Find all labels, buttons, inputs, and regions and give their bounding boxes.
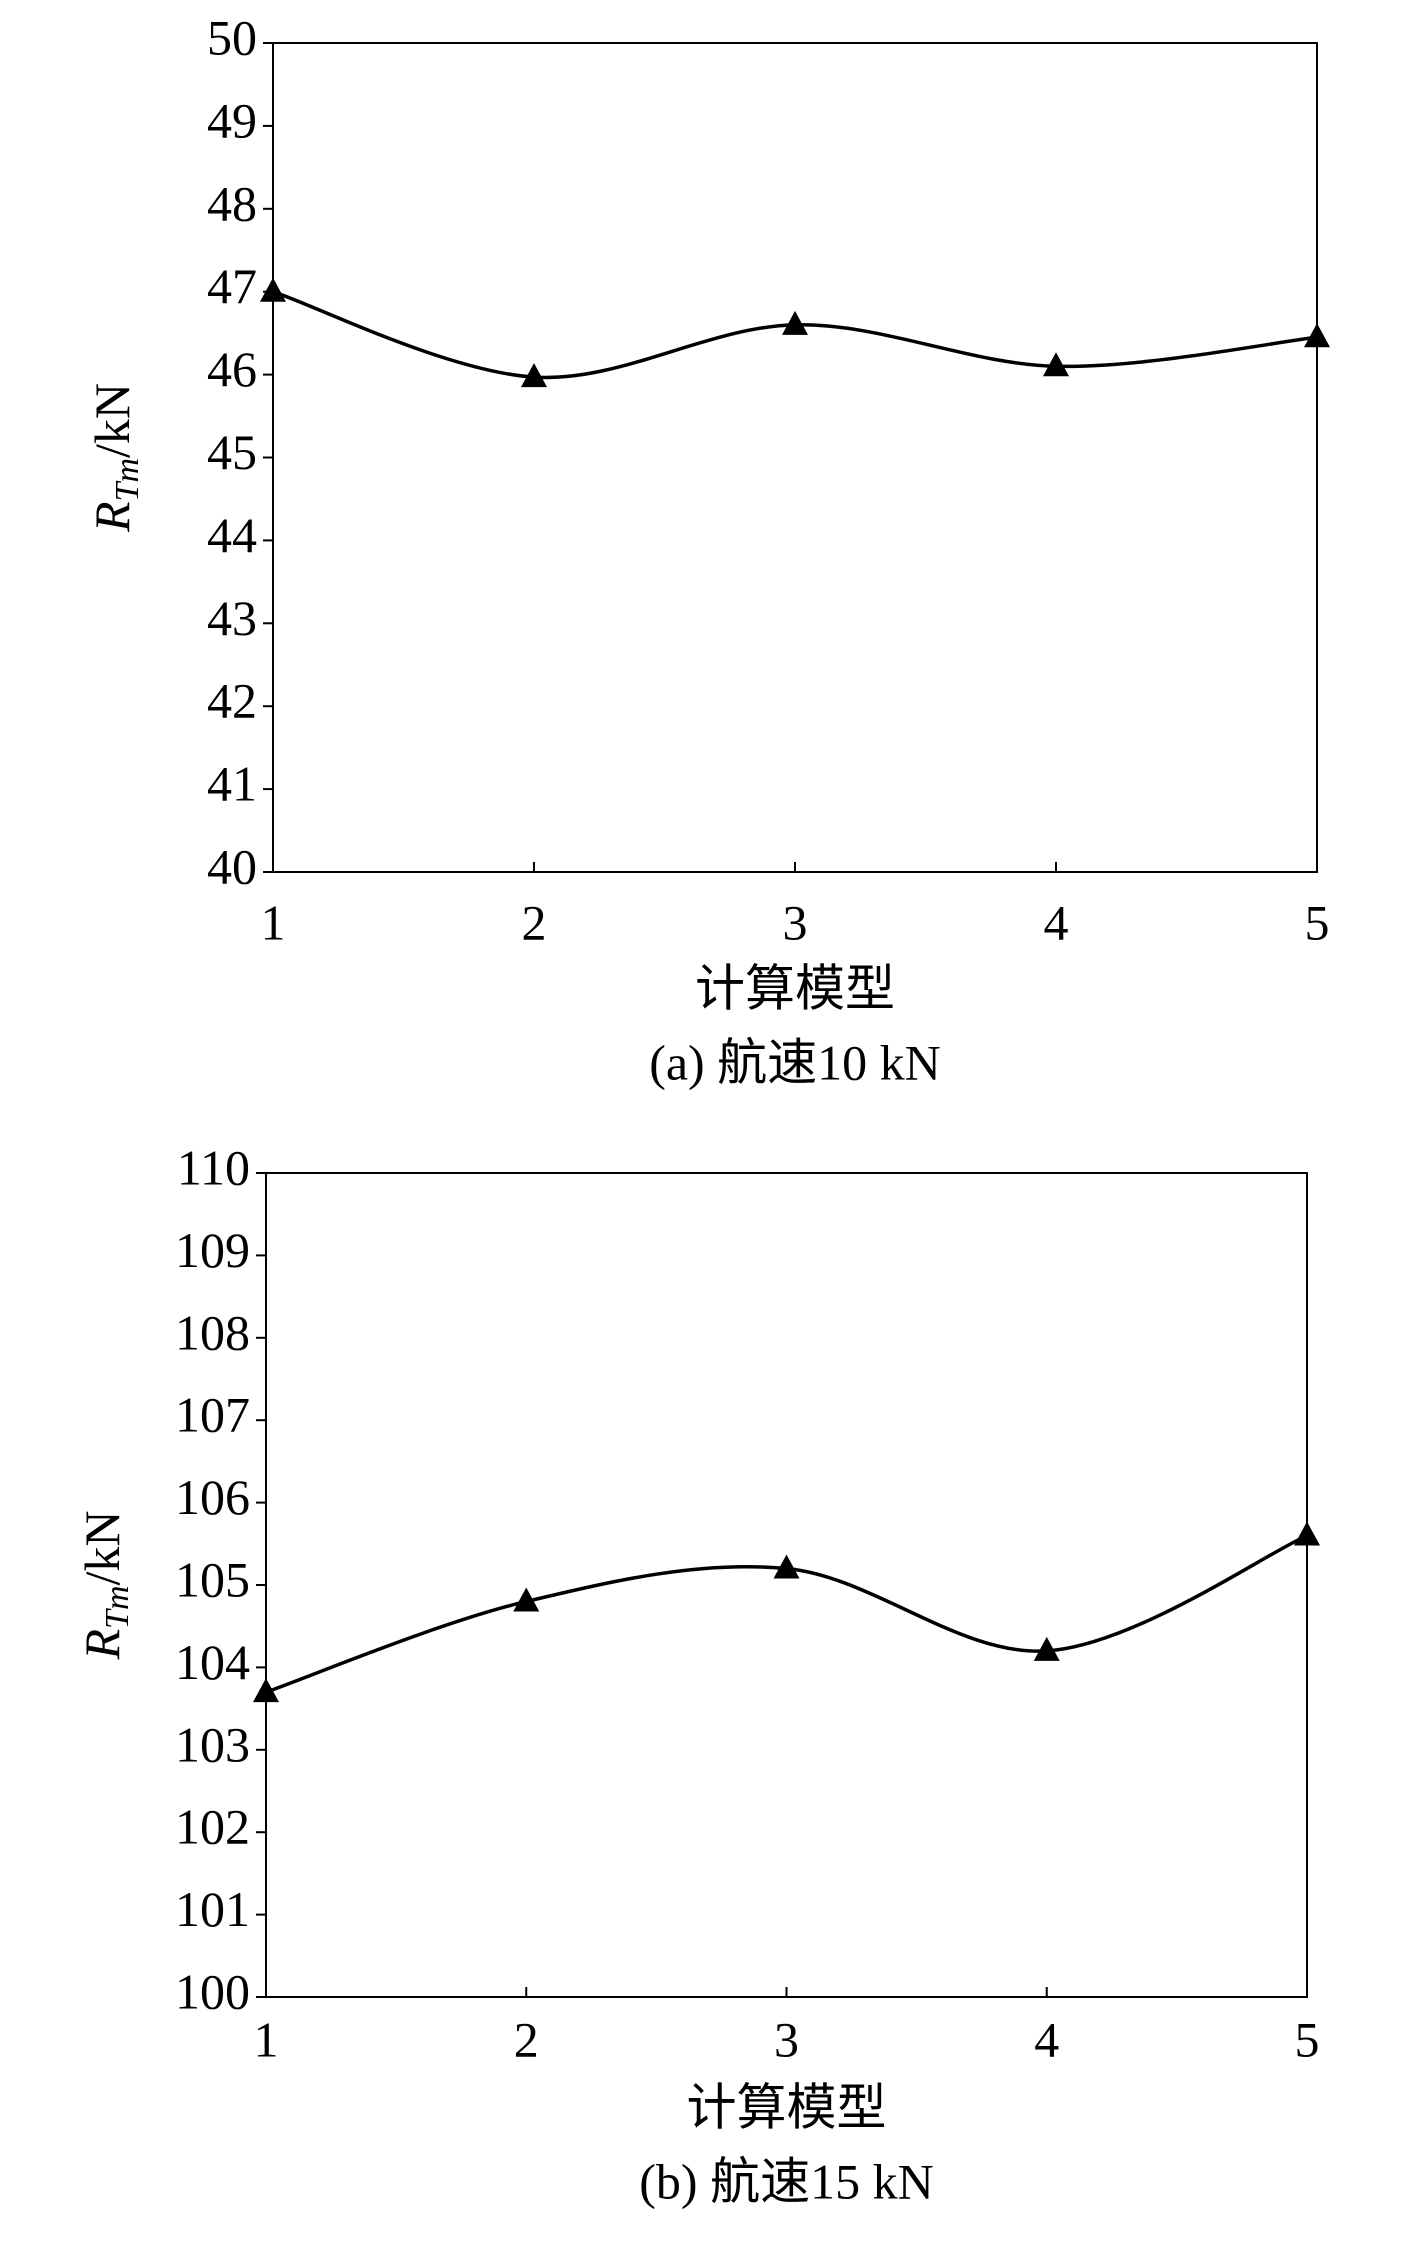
y-label-subscript: Tm — [109, 458, 146, 501]
y-tick-label: 105 — [175, 1551, 250, 1607]
y-tick-label: 43 — [207, 590, 257, 646]
y-tick-label: 104 — [175, 1634, 250, 1690]
y-label-unit: /kN — [84, 383, 140, 458]
y-tick-label: 48 — [207, 175, 257, 231]
y-tick-label: 101 — [175, 1881, 250, 1937]
marker — [1294, 1521, 1320, 1546]
y-tick-label: 106 — [175, 1469, 250, 1525]
y-label-symbol: R — [84, 501, 140, 533]
marker — [773, 1554, 800, 1579]
y-tick-label: 108 — [175, 1304, 250, 1360]
y-tick-label: 46 — [207, 341, 257, 397]
marker — [513, 1587, 540, 1612]
x-tick-label: 1 — [254, 2011, 279, 2067]
x-axis-label: 计算模型 — [695, 960, 895, 1016]
marker — [1033, 1636, 1060, 1661]
y-label-subscript: Tm — [99, 1585, 136, 1628]
y-tick-label: 47 — [207, 258, 257, 314]
y-tick-label: 110 — [177, 1139, 250, 1195]
y-label-unit: /kN — [74, 1510, 130, 1585]
y-tick-label: 103 — [175, 1716, 250, 1772]
y-tick-label: 41 — [207, 756, 257, 812]
x-tick-label: 2 — [514, 2011, 539, 2067]
x-tick-label: 3 — [774, 2011, 799, 2067]
x-tick-label: 4 — [1044, 894, 1069, 950]
caption: (b) 航速15 kN — [639, 2153, 933, 2209]
x-axis-label: 计算模型 — [687, 2079, 887, 2135]
y-tick-label: 50 — [207, 9, 257, 65]
y-tick-label: 40 — [207, 838, 257, 894]
y-tick-label: 107 — [175, 1387, 250, 1443]
x-tick-label: 5 — [1305, 894, 1330, 950]
x-tick-label: 3 — [783, 894, 808, 950]
y-tick-label: 100 — [175, 1963, 250, 2019]
plot-frame — [272, 42, 1318, 873]
x-tick-label: 2 — [522, 894, 547, 950]
y-tick-label: 45 — [207, 424, 257, 480]
marker — [1043, 352, 1069, 377]
marker — [260, 277, 286, 302]
marker — [253, 1678, 279, 1703]
marker — [1304, 323, 1330, 348]
y-tick-label: 42 — [207, 673, 257, 729]
y-axis-label: RTm/kN — [84, 383, 145, 533]
x-tick-label: 5 — [1295, 2011, 1320, 2067]
y-tick-label: 49 — [207, 92, 257, 148]
caption: (a) 航速10 kN — [649, 1034, 941, 1090]
y-tick-label: 102 — [175, 1799, 250, 1855]
marker — [521, 363, 547, 388]
x-tick-label: 4 — [1034, 2011, 1059, 2067]
y-tick-label: 109 — [175, 1222, 250, 1278]
y-label-symbol: R — [74, 1629, 130, 1661]
y-tick-label: 44 — [207, 507, 257, 563]
x-tick-label: 1 — [261, 894, 286, 950]
y-axis-label: RTm/kN — [74, 1510, 135, 1660]
plot-frame — [265, 1172, 1308, 1998]
marker — [782, 310, 808, 335]
